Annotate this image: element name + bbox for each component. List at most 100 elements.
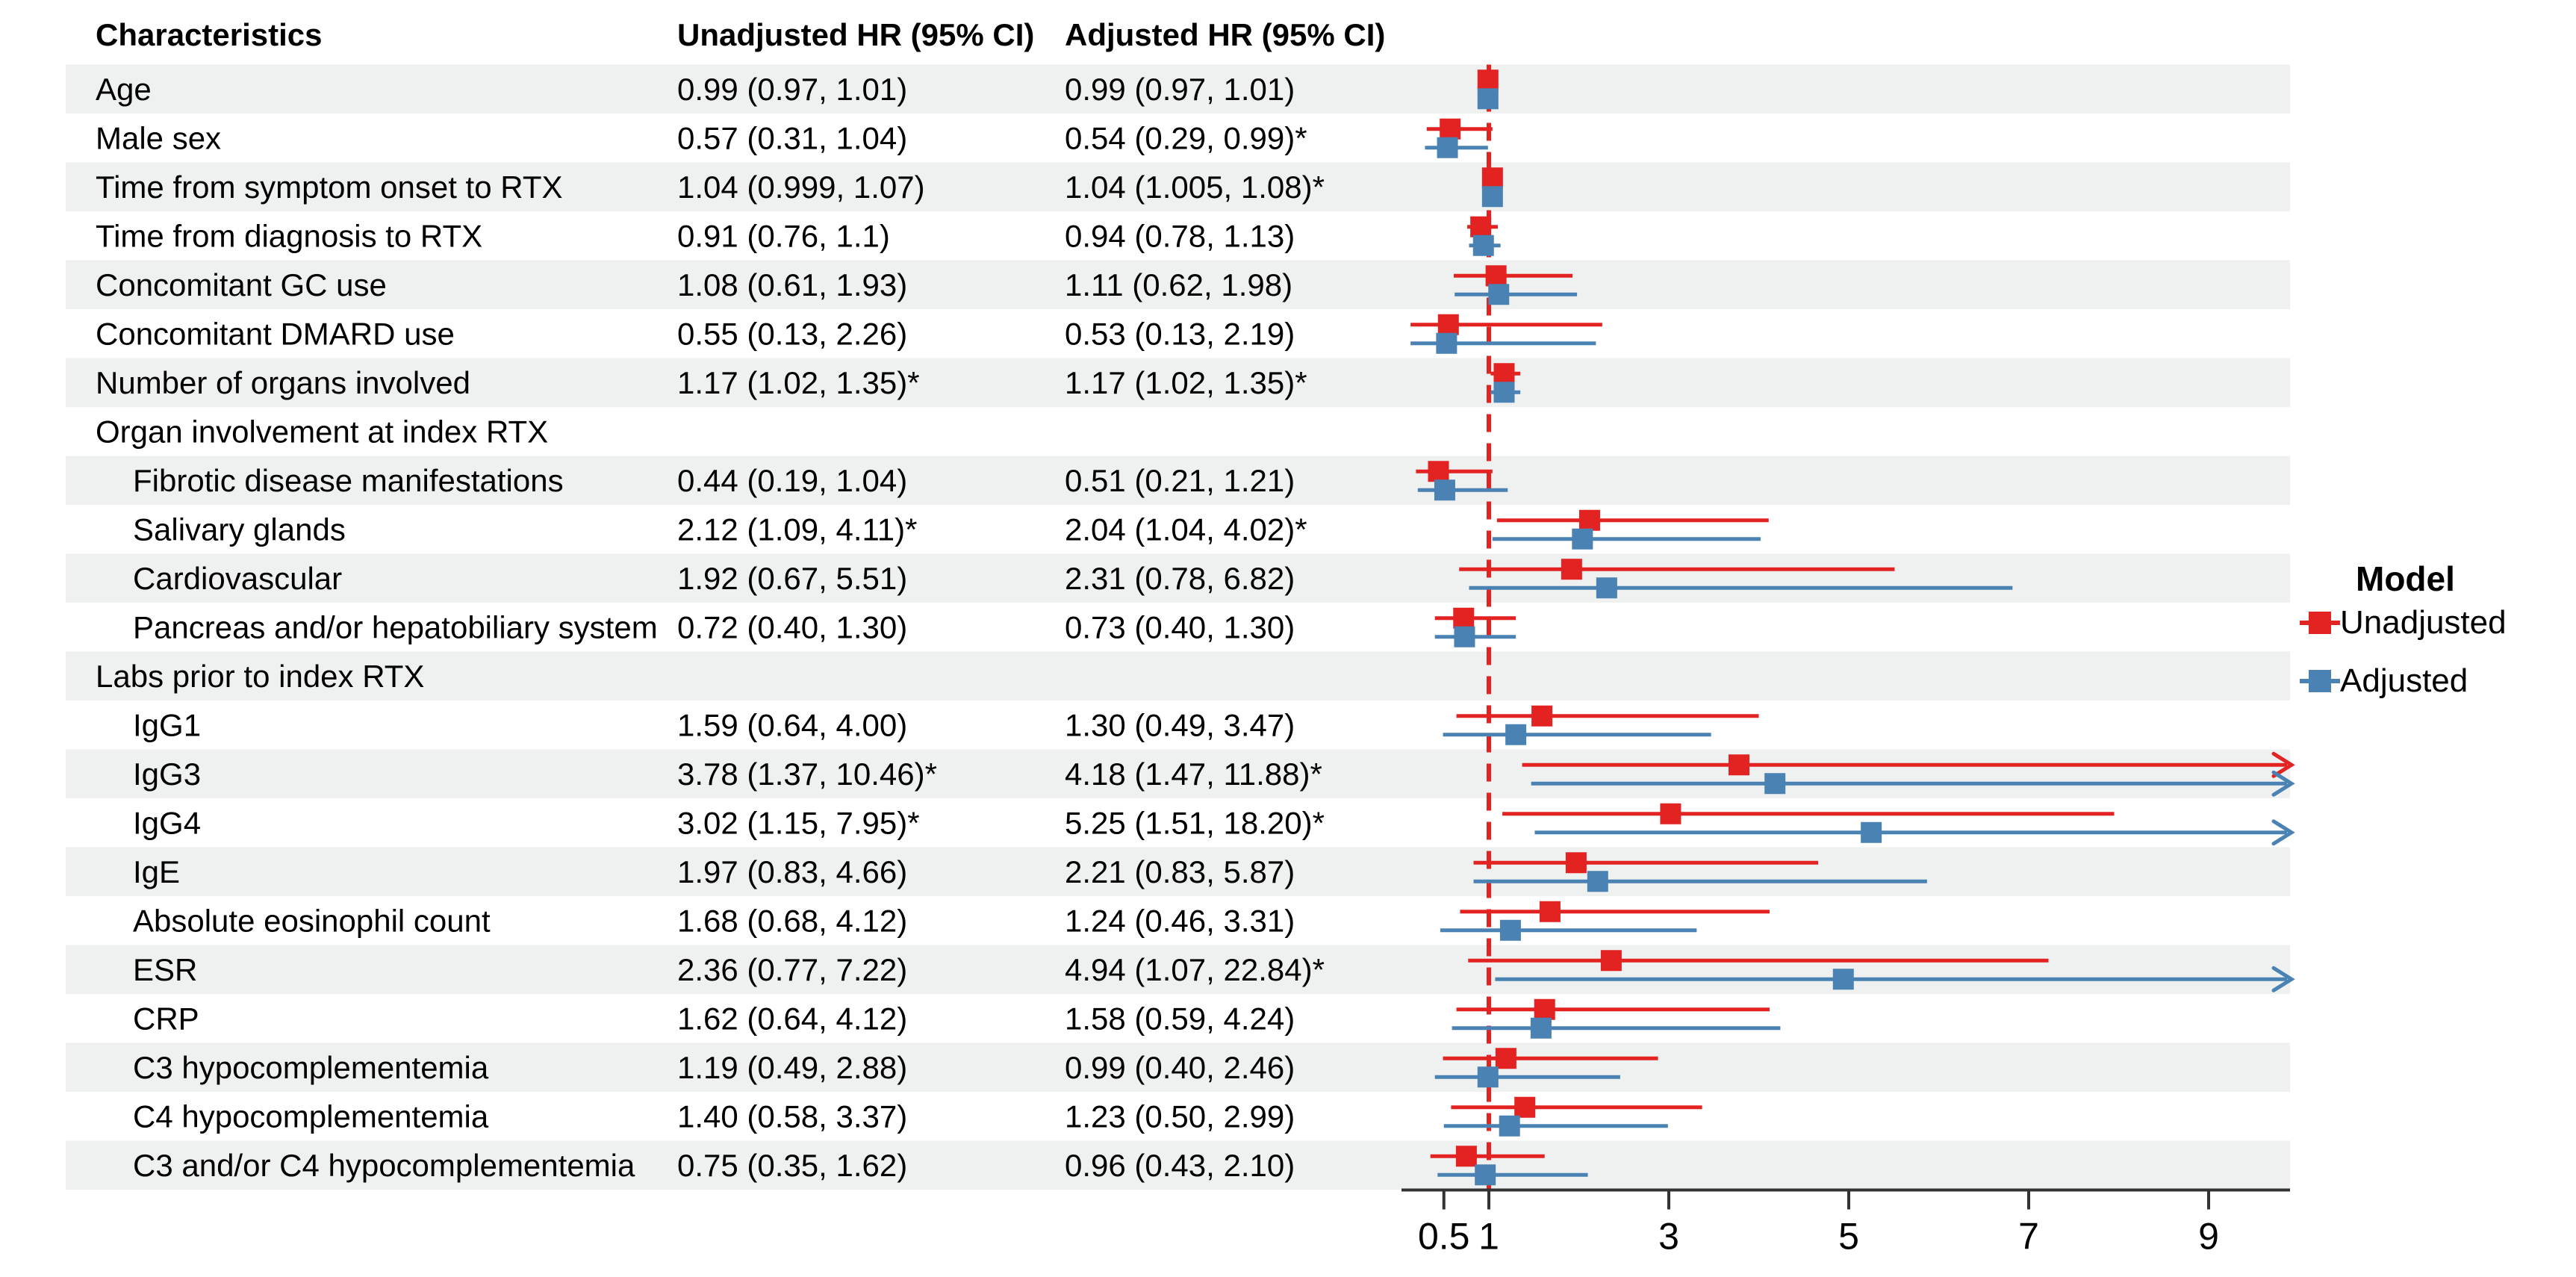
row-section-label: Organ involvement at index RTX — [96, 414, 548, 449]
unadjusted-marker — [1728, 754, 1749, 776]
row-label: Concomitant DMARD use — [96, 316, 455, 351]
column-header-characteristics: Characteristics — [96, 17, 323, 52]
adjusted-hr-text: 1.30 (0.49, 3.47) — [1065, 707, 1295, 742]
column-header-unadjusted-hr: Unadjusted HR (95% CI) — [677, 17, 1035, 52]
row-stripe — [66, 162, 2290, 211]
row-stripe — [66, 456, 2290, 505]
adjusted-marker — [1596, 577, 1617, 599]
unadjusted-marker — [1485, 265, 1507, 287]
row-stripe — [66, 1043, 2290, 1092]
adjusted-hr-text: 0.51 (0.21, 1.21) — [1065, 463, 1295, 498]
row-stripe — [66, 64, 2290, 114]
row-stripe — [66, 847, 2290, 896]
legend-key-unadjusted-icon — [2300, 603, 2340, 642]
unadjusted-hr-text: 3.02 (1.15, 7.95)* — [677, 805, 920, 840]
row-label: Salivary glands — [133, 512, 346, 547]
unadjusted-marker — [1539, 901, 1561, 922]
unadjusted-marker — [1477, 69, 1499, 91]
unadjusted-marker — [1578, 509, 1600, 531]
unadjusted-hr-text: 2.36 (0.77, 7.22) — [677, 952, 907, 987]
adjusted-hr-text: 1.58 (0.59, 4.24) — [1065, 1001, 1295, 1036]
row-label: ESR — [133, 952, 197, 987]
x-axis-tick-label: 0.5 — [1418, 1216, 1470, 1258]
adjusted-marker — [1472, 234, 1494, 256]
unadjusted-marker — [1455, 1146, 1477, 1167]
adjusted-marker — [1505, 724, 1527, 745]
adjusted-marker — [1493, 382, 1515, 403]
adjusted-hr-text: 2.21 (0.83, 5.87) — [1065, 854, 1295, 889]
legend-label-unadjusted: Unadjusted — [2340, 604, 2507, 641]
legend-key-square — [2309, 612, 2331, 634]
row-stripe — [66, 945, 2290, 994]
adjusted-ci-arrow-icon — [2271, 819, 2295, 846]
legend-item-unadjusted: Unadjusted — [2300, 603, 2507, 642]
adjusted-hr-text: 1.24 (0.46, 3.31) — [1065, 903, 1295, 938]
unadjusted-hr-text: 1.62 (0.64, 4.12) — [677, 1001, 907, 1036]
unadjusted-marker — [1514, 1096, 1536, 1118]
row-label: C3 hypocomplementemia — [133, 1050, 489, 1085]
unadjusted-hr-text: 1.97 (0.83, 4.66) — [677, 854, 907, 889]
adjusted-marker — [1481, 186, 1503, 208]
unadjusted-marker — [1493, 363, 1515, 385]
adjusted-hr-text: 2.31 (0.78, 6.82) — [1065, 561, 1295, 596]
row-label: Age — [96, 72, 152, 107]
adjusted-marker — [1488, 284, 1510, 305]
unadjusted-hr-text: 0.57 (0.31, 1.04) — [677, 120, 907, 155]
row-label: Number of organs involved — [96, 365, 470, 400]
row-stripe — [66, 358, 2290, 407]
row-label: Fibrotic disease manifestations — [133, 463, 564, 498]
unadjusted-marker — [1481, 167, 1503, 189]
row-stripe — [66, 553, 2290, 603]
adjusted-ci-arrow-icon — [2271, 770, 2295, 797]
row-label: Male sex — [96, 120, 221, 155]
legend-key-square — [2309, 670, 2331, 692]
adjusted-hr-text: 0.73 (0.40, 1.30) — [1065, 609, 1295, 644]
unadjusted-hr-text: 0.99 (0.97, 1.01) — [677, 72, 907, 107]
x-axis-tick-label: 5 — [1838, 1216, 1859, 1258]
adjusted-hr-text: 4.94 (1.07, 22.84)* — [1065, 952, 1325, 987]
unadjusted-marker — [1437, 314, 1459, 335]
unadjusted-hr-text: 0.75 (0.35, 1.62) — [677, 1148, 907, 1183]
x-axis-tick-label: 9 — [2198, 1216, 2219, 1258]
adjusted-hr-text: 0.53 (0.13, 2.19) — [1065, 316, 1295, 351]
row-label: Time from diagnosis to RTX — [96, 218, 482, 253]
unadjusted-marker — [1600, 950, 1622, 972]
legend-label-adjusted: Adjusted — [2340, 662, 2468, 699]
row-label: C4 hypocomplementemia — [133, 1099, 489, 1134]
row-label: Pancreas and/or hepatobiliary system — [133, 609, 658, 644]
unadjusted-hr-text: 1.40 (0.58, 3.37) — [677, 1099, 907, 1134]
legend-title: Model — [2356, 559, 2455, 598]
adjusted-hr-text: 0.99 (0.97, 1.01) — [1065, 72, 1295, 107]
row-label: Cardiovascular — [133, 561, 342, 596]
row-label: Concomitant GC use — [96, 267, 387, 302]
unadjusted-marker — [1561, 559, 1582, 580]
unadjusted-marker — [1453, 607, 1475, 629]
unadjusted-marker — [1534, 998, 1555, 1020]
unadjusted-hr-text: 0.91 (0.76, 1.1) — [677, 218, 890, 253]
row-label: CRP — [133, 1001, 199, 1036]
row-label: IgE — [133, 854, 180, 889]
unadjusted-marker — [1440, 118, 1461, 140]
row-label: Absolute eosinophil count — [133, 903, 491, 938]
adjusted-marker — [1764, 773, 1786, 795]
row-label: IgG3 — [133, 756, 201, 792]
adjusted-hr-text: 5.25 (1.51, 18.20)* — [1065, 805, 1325, 840]
row-stripe — [66, 260, 2290, 309]
unadjusted-marker — [1428, 461, 1449, 482]
adjusted-marker — [1499, 1115, 1520, 1137]
unadjusted-hr-text: 1.04 (0.999, 1.07) — [677, 170, 925, 205]
adjusted-hr-text: 0.99 (0.40, 2.46) — [1065, 1050, 1295, 1085]
adjusted-hr-text: 0.94 (0.78, 1.13) — [1065, 218, 1295, 253]
column-header-adjusted-hr: Adjusted HR (95% CI) — [1065, 17, 1386, 52]
adjusted-marker — [1499, 919, 1521, 941]
unadjusted-hr-text: 2.12 (1.09, 4.11)* — [677, 512, 917, 547]
row-label: IgG4 — [133, 805, 201, 840]
x-axis-tick-label: 1 — [1478, 1216, 1499, 1258]
row-stripe — [66, 749, 2290, 798]
adjusted-marker — [1572, 528, 1593, 550]
adjusted-marker — [1436, 332, 1457, 354]
adjusted-hr-text: 1.17 (1.02, 1.35)* — [1065, 365, 1307, 400]
unadjusted-hr-text: 0.72 (0.40, 1.30) — [677, 609, 907, 644]
unadjusted-marker — [1531, 705, 1553, 727]
